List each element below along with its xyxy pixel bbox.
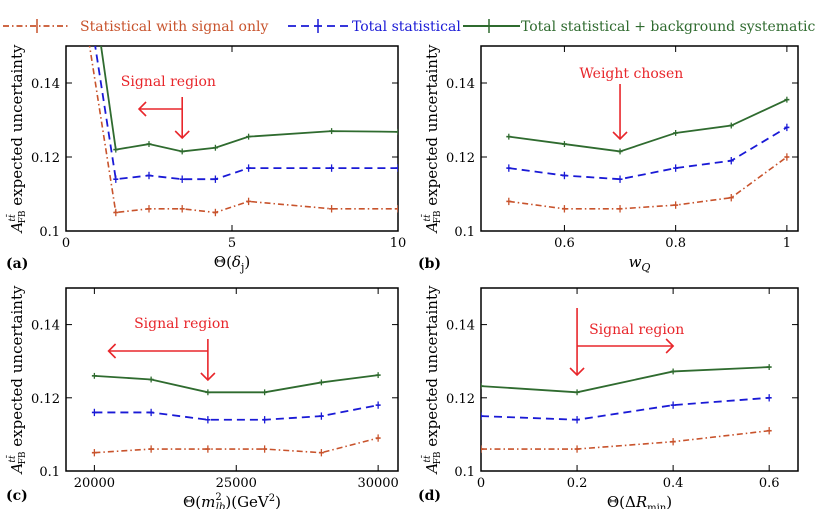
plot-frame xyxy=(65,45,399,232)
chart-panel-c: 20000 25000 30000 0.1 0.12 0.14 Θ(m2 lb)(GeV2) A… xyxy=(6,285,399,509)
y-tick-label: 0.1 xyxy=(39,465,60,480)
annotation-arrowhead xyxy=(200,372,216,382)
annotation-label: Signal region xyxy=(121,74,216,90)
x-tick-label: 5 xyxy=(228,236,236,251)
legend: Statistical with signal only Total stati… xyxy=(3,19,816,35)
chart-panel-d: 0 0.2 0.4 0.6 0.1 0.12 0.14 Θ(ΔRmin) Att̄FB expe… xyxy=(418,285,799,509)
annotation: Signal region xyxy=(569,308,684,377)
y-tick-label: 0.12 xyxy=(446,151,475,166)
y-tick-label: 0.12 xyxy=(446,392,475,407)
x-tick-label: 10 xyxy=(390,236,407,251)
panel-label: (d) xyxy=(418,488,441,504)
legend-label-signal-only: Statistical with signal only xyxy=(80,19,268,35)
x-tick-label: 0.8 xyxy=(665,236,686,251)
chart-panel-b: 0.6 0.8 1 0.1 0.12 0.14 wQ Att̄FB expected unce… xyxy=(418,44,799,274)
annotation-arrowhead xyxy=(107,343,117,359)
annotation: Signal region xyxy=(121,74,216,140)
x-tick-label: 0 xyxy=(477,476,485,491)
annotation-arrowhead xyxy=(569,367,585,377)
panel-label: (a) xyxy=(6,256,28,272)
y-tick-label: 0.1 xyxy=(454,225,475,240)
legend-label-total-systematic: Total statistical + background systemati… xyxy=(521,19,816,35)
series-line-total-syst xyxy=(94,374,379,394)
series-line-total-syst xyxy=(100,46,398,153)
chart-panel-a: 0 5 10 0.1 0.12 0.14 Θ(δj) Att̄FB expected unce… xyxy=(6,44,407,274)
series-group xyxy=(506,96,790,213)
x-axis-label: Θ(m2 lb)(GeV2) xyxy=(183,492,281,509)
y-tick-label: 0.14 xyxy=(31,319,60,334)
plot-frame xyxy=(480,287,799,472)
series-line-signal-only xyxy=(88,46,398,214)
series-line-signal-only xyxy=(508,156,788,210)
x-tick-label: 0.2 xyxy=(567,476,588,491)
annotation: Weight chosen xyxy=(579,66,683,141)
series-line-signal-only xyxy=(94,437,379,454)
y-axis-label: Att̄FB expected uncertainty xyxy=(6,285,28,475)
x-tick-label: 25000 xyxy=(216,476,257,491)
x-tick-label: 0.6 xyxy=(759,476,780,491)
series-group xyxy=(88,46,398,217)
y-tick-label: 0.1 xyxy=(39,225,60,240)
series-group xyxy=(91,372,381,457)
x-tick-label: 20000 xyxy=(74,476,115,491)
annotation-arrowhead xyxy=(137,101,147,117)
annotation-label: Signal region xyxy=(134,316,229,332)
x-tick-label: 30000 xyxy=(357,476,398,491)
series-line-total-stat xyxy=(481,396,770,421)
legend-item-signal-only: Statistical with signal only xyxy=(3,19,268,35)
series-line-signal-only xyxy=(481,429,770,450)
annotation-label: Signal region xyxy=(589,322,684,338)
annotation: Signal region xyxy=(107,316,229,382)
panel-label: (b) xyxy=(418,256,441,272)
y-tick-label: 0.12 xyxy=(31,392,60,407)
annotation-arrowhead xyxy=(174,130,190,140)
y-axis-label: Att̄FB expected uncertainty xyxy=(421,44,443,234)
series-line-total-stat xyxy=(94,404,379,421)
x-axis-label: Θ(δj) xyxy=(214,253,250,274)
series-line-total-syst xyxy=(481,366,770,394)
panel-label: (c) xyxy=(6,488,28,504)
series-line-total-stat xyxy=(508,126,788,181)
plot-frame xyxy=(480,45,799,232)
x-axis-label: Θ(ΔRmin) xyxy=(607,493,672,509)
x-tick-label: 0 xyxy=(62,236,70,251)
x-tick-label: 0.4 xyxy=(663,476,684,491)
annotation-arrowhead xyxy=(612,131,628,141)
legend-item-total-statistical: Total statistical xyxy=(288,19,461,35)
x-tick-label: 0.6 xyxy=(554,236,575,251)
legend-item-total-systematic: Total statistical + background systemati… xyxy=(463,19,816,35)
x-tick-label: 1 xyxy=(783,236,791,251)
series-group xyxy=(481,364,772,453)
y-tick-label: 0.14 xyxy=(446,77,475,92)
series-line-total-syst xyxy=(508,98,788,153)
y-tick-label: 0.12 xyxy=(31,151,60,166)
y-tick-label: 0.14 xyxy=(446,319,475,334)
plot-frame xyxy=(65,287,399,472)
y-tick-label: 0.1 xyxy=(454,465,475,480)
annotation-arrowhead xyxy=(665,338,675,354)
legend-label-total-statistical: Total statistical xyxy=(352,19,461,35)
y-tick-label: 0.14 xyxy=(31,77,60,92)
y-axis-label: Att̄FB expected uncertainty xyxy=(421,285,443,475)
series-line-total-stat xyxy=(94,46,398,181)
y-axis-label: Att̄FB expected uncertainty xyxy=(6,44,28,234)
x-axis-label: wQ xyxy=(629,253,651,274)
annotation-label: Weight chosen xyxy=(579,66,683,82)
